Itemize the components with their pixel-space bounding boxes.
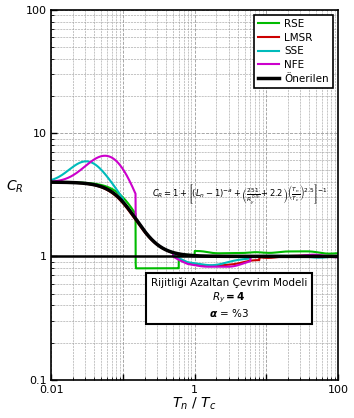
SSE bbox=[84, 159, 88, 164]
Önerilen bbox=[299, 254, 304, 259]
Önerilen bbox=[49, 180, 53, 185]
LMSR bbox=[99, 185, 103, 190]
NFE bbox=[159, 245, 164, 250]
LMSR bbox=[159, 245, 163, 250]
Y-axis label: $C_R$: $C_R$ bbox=[6, 178, 23, 195]
Text: $C_R = 1 + \left[(L_n-1)^{-a} + \left(\frac{251}{R_y^{0.9}}+2.2\right)\left(\fra: $C_R = 1 + \left[(L_n-1)^{-a} + \left(\f… bbox=[152, 183, 327, 206]
NFE bbox=[49, 179, 53, 184]
SSE bbox=[209, 263, 213, 268]
RSE bbox=[336, 251, 340, 256]
SSE bbox=[336, 254, 340, 259]
NFE bbox=[99, 154, 103, 159]
NFE bbox=[336, 255, 340, 260]
Line: Önerilen: Önerilen bbox=[51, 182, 338, 256]
RSE bbox=[159, 266, 164, 271]
LMSR bbox=[330, 254, 335, 259]
RSE bbox=[134, 266, 138, 271]
Text: Rijitliği Azaltan Çevrim Modeli
$\boldsymbol{R_y = 4}$
$\boldsymbol{\alpha}$ = %: Rijitliği Azaltan Çevrim Modeli $\boldsy… bbox=[151, 278, 307, 319]
SSE bbox=[99, 167, 103, 172]
NFE bbox=[172, 255, 176, 260]
Önerilen bbox=[99, 184, 103, 189]
Önerilen bbox=[330, 254, 335, 259]
X-axis label: $T_n \ / \ T_c$: $T_n \ / \ T_c$ bbox=[172, 396, 217, 413]
SSE bbox=[172, 253, 176, 258]
SSE bbox=[159, 245, 164, 250]
LMSR bbox=[209, 263, 213, 268]
Önerilen bbox=[172, 250, 176, 255]
RSE bbox=[330, 251, 335, 256]
Line: RSE: RSE bbox=[51, 182, 338, 268]
NFE bbox=[103, 153, 107, 158]
NFE bbox=[82, 165, 86, 170]
RSE bbox=[82, 180, 86, 185]
SSE bbox=[299, 254, 304, 259]
Önerilen bbox=[159, 245, 163, 250]
NFE bbox=[224, 264, 228, 269]
Line: NFE: NFE bbox=[51, 156, 338, 267]
RSE bbox=[99, 182, 103, 187]
LMSR bbox=[172, 251, 176, 256]
LMSR bbox=[82, 181, 86, 186]
Line: LMSR: LMSR bbox=[51, 182, 338, 266]
NFE bbox=[330, 255, 335, 260]
RSE bbox=[172, 266, 176, 271]
RSE bbox=[299, 249, 304, 254]
RSE bbox=[49, 180, 53, 185]
Line: SSE: SSE bbox=[51, 161, 338, 265]
SSE bbox=[82, 159, 86, 164]
LMSR bbox=[336, 254, 340, 259]
Önerilen bbox=[82, 181, 86, 186]
LMSR bbox=[299, 253, 304, 258]
NFE bbox=[299, 253, 304, 258]
Önerilen bbox=[336, 254, 340, 259]
SSE bbox=[49, 178, 53, 183]
LMSR bbox=[49, 180, 53, 185]
SSE bbox=[330, 254, 335, 259]
Legend: RSE, LMSR, SSE, NFE, Önerilen: RSE, LMSR, SSE, NFE, Önerilen bbox=[254, 15, 333, 88]
